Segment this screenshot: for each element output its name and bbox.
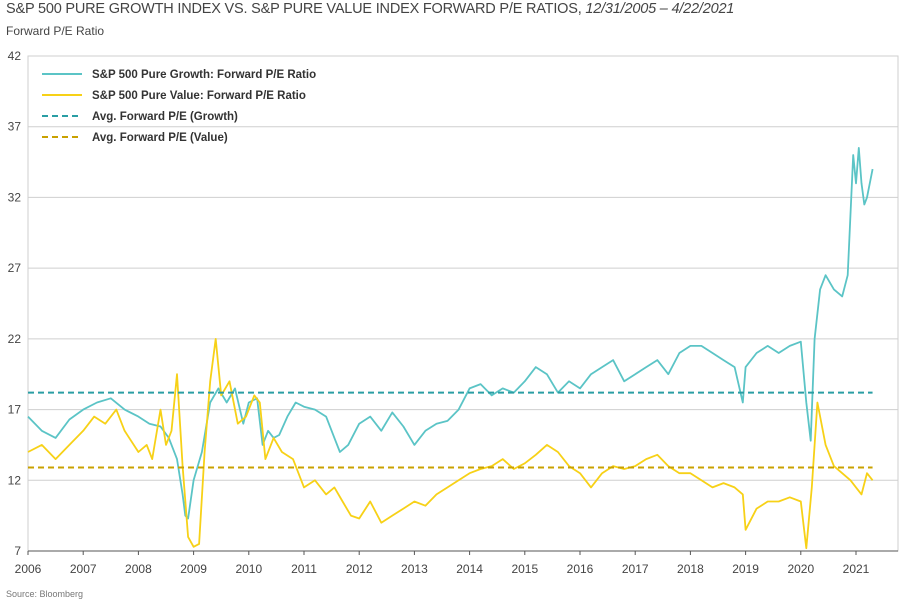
x-tick-label-2006: 2006 — [15, 562, 42, 576]
x-tick-label-2019: 2019 — [732, 562, 759, 576]
value-pe-line — [27, 338, 874, 550]
x-tick-label-2016: 2016 — [567, 562, 594, 576]
x-tick-label-2010: 2010 — [235, 562, 262, 576]
y-axis-label: Forward P/E Ratio — [6, 24, 105, 38]
x-tick-label-2011: 2011 — [291, 562, 317, 576]
x-tick-label-2021: 2021 — [843, 562, 870, 576]
y-tick-label-17: 17 — [8, 403, 22, 417]
x-tick-label-2020: 2020 — [787, 562, 814, 576]
y-tick-label-37: 37 — [8, 120, 22, 134]
source-note: Source: Bloomberg — [6, 589, 84, 599]
y-tick-label-12: 12 — [8, 473, 22, 487]
legend-label-3: Avg. Forward P/E (Growth) — [92, 111, 238, 123]
x-tick-label-2012: 2012 — [346, 562, 373, 576]
y-tick-label-27: 27 — [8, 261, 22, 275]
x-tick-label-2014: 2014 — [456, 562, 483, 576]
legend-label-1: S&P 500 Pure Growth: Forward P/E Ratio — [92, 69, 316, 81]
x-tick-label-2015: 2015 — [511, 562, 538, 576]
chart-title: S&P 500 PURE GROWTH INDEX VS. S&P PURE V… — [6, 1, 734, 17]
title-main: S&P 500 PURE GROWTH INDEX VS. S&P PURE V… — [6, 1, 586, 17]
y-tick-label-7: 7 — [14, 544, 21, 558]
legend-label-4: Avg. Forward P/E (Value) — [92, 132, 228, 144]
x-tick-label-2008: 2008 — [125, 562, 152, 576]
title-dates: 12/31/2005 – 4/22/2021 — [585, 1, 735, 17]
y-tick-label-22: 22 — [8, 332, 22, 346]
x-tick-label-2017: 2017 — [622, 562, 649, 576]
growth-pe-line — [27, 147, 874, 520]
x-tick-label-2013: 2013 — [401, 562, 428, 576]
legend-label-2: S&P 500 Pure Value: Forward P/E Ratio — [92, 90, 306, 102]
x-tick-label-2009: 2009 — [180, 562, 207, 576]
y-tick-label-42: 42 — [8, 49, 22, 63]
x-tick-label-2018: 2018 — [677, 562, 704, 576]
x-tick-label-2007: 2007 — [70, 562, 97, 576]
y-tick-label-32: 32 — [8, 190, 22, 204]
